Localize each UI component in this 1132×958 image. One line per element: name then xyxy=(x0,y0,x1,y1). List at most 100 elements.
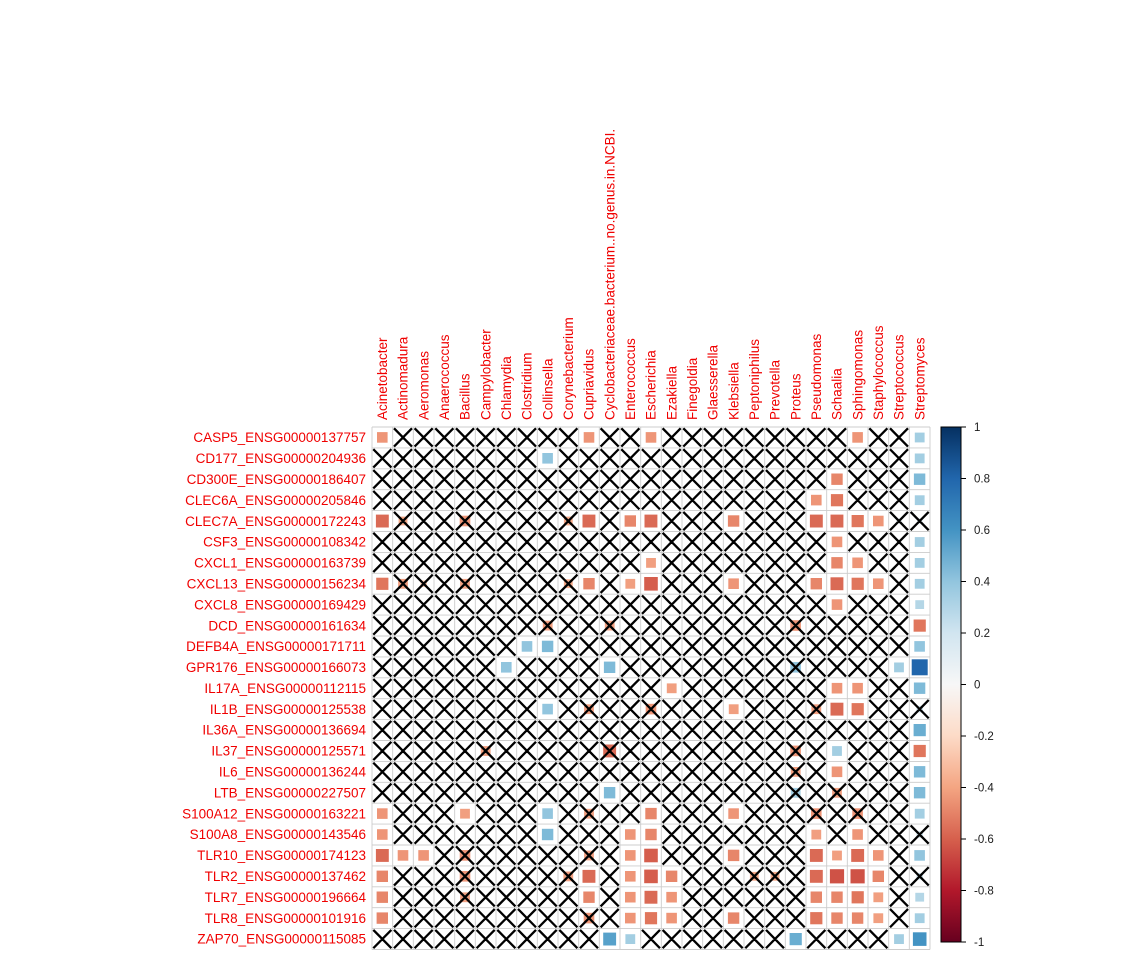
corr-square-S100A12-Escherichia xyxy=(644,806,658,821)
col-label-Pseudomonas: Pseudomonas xyxy=(809,333,824,420)
corr-square-TLR10-Actinomadura xyxy=(396,849,410,862)
corr-square-CXCL1-Sphingomonas xyxy=(851,556,864,570)
color-legend: 1 0.8 0.6 0.4 0.2 0 -0.2 -0.4 -0.6 -0.8 -1 xyxy=(940,422,994,949)
legend-tick-label: -0.8 xyxy=(974,886,994,898)
corr-square-GPR176-Streptococcus xyxy=(893,661,905,674)
corr-square-CXCL13-Sphingomonas xyxy=(850,576,865,591)
col-label-Aeromonas: Aeromonas xyxy=(416,351,431,420)
row-label-CD300E: CD300E_ENSG00000186407 xyxy=(187,472,366,487)
corr-square-CLEC7A-Acinetobacter xyxy=(374,513,390,529)
row-label-ZAP70: ZAP70_ENSG00000115085 xyxy=(197,932,366,947)
corr-square-TLR7-Staphylococcus xyxy=(872,891,885,904)
corr-square-TLR2-Cupriavidus xyxy=(581,868,597,884)
row-label-CASP5: CASP5_ENSG00000137757 xyxy=(193,430,366,445)
corr-square-TLR2-Escherichia xyxy=(643,868,659,885)
corr-square-TLR2-Ezakiella xyxy=(664,869,679,883)
col-label-Cyclobacteriaceae: Cyclobacteriaceae.bacterium..no.genus.in… xyxy=(602,129,617,420)
corr-square-TLR7-Sphingomonas xyxy=(850,890,865,905)
corr-square-S100A12-Bacillus xyxy=(459,807,471,820)
corr-square-TLR2-Acinetobacter xyxy=(375,869,390,883)
col-label-Sphingomonas: Sphingomonas xyxy=(850,330,865,420)
corr-square-TLR2-Sphingomonas xyxy=(849,868,866,885)
corr-square-TLR7-Streptomyces xyxy=(914,891,926,903)
row-label-TLR8: TLR8_ENSG00000101916 xyxy=(205,911,366,926)
corr-square-TLR7-Pseudomonas xyxy=(809,890,823,904)
corr-square-CD300E-Schaalia xyxy=(830,472,844,486)
corr-square-CASP5-Escherichia xyxy=(644,431,658,444)
corr-square-CLEC6A-Schaalia xyxy=(829,493,845,508)
corr-square-TLR10-Streptomyces xyxy=(913,849,926,862)
corr-square-TLR2-Schaalia xyxy=(828,868,846,885)
row-label-CLEC6A: CLEC6A_ENSG00000205846 xyxy=(185,493,366,508)
corr-square-TLR8-Klebsiella xyxy=(726,911,741,925)
corr-square-CLEC7A-Cupriavidus xyxy=(581,513,597,529)
row-label-CXCL1: CXCL1_ENSG00000163739 xyxy=(194,556,366,571)
legend-tick-label: 0.6 xyxy=(974,525,990,537)
corr-square-TLR2-Enterococcus xyxy=(624,870,637,883)
corr-square-DEFB4A-Streptomyces xyxy=(913,640,926,653)
row-label-IL36A: IL36A_ENSG00000136694 xyxy=(202,723,366,738)
corr-square-TLR7-Ezakiella xyxy=(665,890,678,904)
corr-square-TLR7-Enterococcus xyxy=(624,890,637,904)
legend-tick-label: 1 xyxy=(974,422,980,434)
col-label-Finegoldia: Finegoldia xyxy=(685,357,700,420)
col-label-Campylobacter: Campylobacter xyxy=(478,329,493,420)
col-labels: Acinetobacter Actinomadura Aeromonas Anaero… xyxy=(375,129,927,420)
corr-square-CASP5-Streptomyces xyxy=(913,431,926,444)
corr-square-CXCL13-Acinetobacter xyxy=(375,576,390,591)
col-label-Bacillus: Bacillus xyxy=(458,373,473,420)
corr-square-CSF3-Schaalia xyxy=(830,535,844,549)
col-label-Klebsiella: Klebsiella xyxy=(726,362,741,420)
legend-tick-label: 0.8 xyxy=(974,474,990,486)
corr-square-S100A8-Escherichia xyxy=(644,827,658,842)
corr-square-CD177-Collinsella xyxy=(541,452,554,465)
legend-gradient-bar xyxy=(940,426,962,943)
corr-square-GPR176-Cyclobacteriaceae xyxy=(602,660,617,674)
corr-square-IL36A-Streptomyces xyxy=(912,723,927,738)
corr-square-CXCL13-Staphylococcus xyxy=(872,577,885,591)
corr-square-TLR8-Enterococcus xyxy=(624,911,637,925)
corr-square-TLR2-Staphylococcus xyxy=(871,869,885,883)
legend-tick-label: 0 xyxy=(974,680,980,692)
col-label-Enterococcus: Enterococcus xyxy=(623,338,638,420)
corr-square-TLR10-Escherichia xyxy=(643,847,659,864)
corr-square-CXCL1-Schaalia xyxy=(830,556,844,570)
corr-square-IL17A-Sphingomonas xyxy=(851,681,864,695)
legend-tick-label: 0.2 xyxy=(974,628,990,640)
corr-square-TLR10-Acinetobacter xyxy=(374,848,390,863)
col-label-Ezakiella: Ezakiella xyxy=(664,365,679,420)
col-label-Corynebacterium: Corynebacterium xyxy=(561,317,576,420)
col-label-Proteus: Proteus xyxy=(788,373,803,420)
col-label-Streptococcus: Streptococcus xyxy=(892,334,907,420)
corr-square-CXCL13-Pseudomonas xyxy=(809,577,823,591)
corr-square-ZAP70-Enterococcus xyxy=(624,933,637,946)
corr-square-CXCL13-Streptomyces xyxy=(913,577,926,590)
corr-square-CASP5-Sphingomonas xyxy=(851,431,864,444)
col-label-Peptoniphilus: Peptoniphilus xyxy=(747,339,762,420)
corr-square-CASP5-Acinetobacter xyxy=(376,431,389,444)
nonsignificant-x-marks xyxy=(372,427,930,950)
corr-square-S100A8-Sphingomonas xyxy=(851,828,864,841)
row-label-TLR10: TLR10_ENSG00000174123 xyxy=(197,848,366,863)
corr-square-S100A12-Collinsella xyxy=(541,807,554,820)
row-label-CLEC7A: CLEC7A_ENSG00000172243 xyxy=(185,514,366,529)
row-label-IL17A: IL17A_ENSG00000112115 xyxy=(204,681,366,696)
legend-tick-label: 0.4 xyxy=(974,577,991,589)
col-label-Collinsella: Collinsella xyxy=(540,358,555,420)
col-label-Streptomyces: Streptomyces xyxy=(912,337,927,420)
corr-square-TLR10-Aeromonas xyxy=(417,849,430,862)
corr-square-CXCL13-Escherichia xyxy=(643,576,659,592)
corr-square-DEFB4A-Clostridium xyxy=(520,640,534,653)
corr-square-TLR10-Sphingomonas xyxy=(850,848,866,863)
corr-square-TLR7-Schaalia xyxy=(830,890,844,904)
corr-square-S100A8-Enterococcus xyxy=(624,828,637,841)
corr-square-IL6-Streptomyces xyxy=(912,765,927,779)
row-label-CXCL13: CXCL13_ENSG00000156234 xyxy=(187,577,367,592)
corr-square-ZAP70-Cyclobacteriaceae xyxy=(602,931,618,947)
corr-square-IL6-Schaalia xyxy=(830,765,844,779)
corr-square-CXCL8-Streptomyces xyxy=(914,599,926,611)
corr-square-CXCL8-Schaalia xyxy=(830,598,844,611)
corr-square-CXCL13-Cupriavidus xyxy=(582,577,596,591)
corr-square-TLR2-Pseudomonas xyxy=(808,868,824,884)
